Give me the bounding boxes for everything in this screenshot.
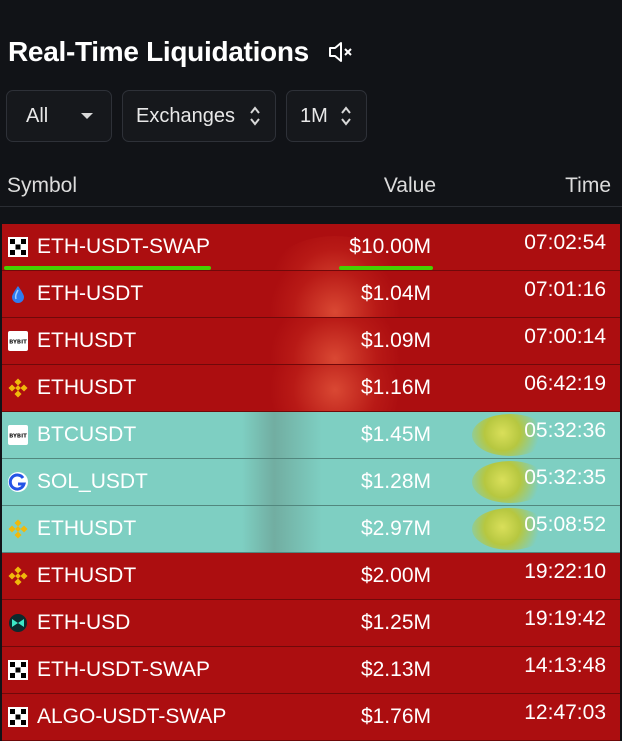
row-symbol: ETHUSDT bbox=[37, 329, 137, 352]
row-time: 14:13:48 bbox=[524, 654, 606, 677]
table-row[interactable]: ETH-USD $1.25M 19:19:42 bbox=[2, 600, 620, 647]
row-time: 07:02:54 bbox=[524, 231, 606, 254]
row-symbol: ETH-USDT-SWAP bbox=[37, 658, 211, 681]
row-value: $1.76M bbox=[360, 705, 431, 728]
row-time: 07:00:14 bbox=[524, 325, 606, 348]
row-symbol: ETHUSDT bbox=[37, 564, 137, 587]
row-value: $1.09M bbox=[360, 329, 431, 352]
table-header: Symbol Value Time bbox=[0, 170, 622, 207]
table-row[interactable]: ETH-USDT $1.04M 07:01:16 bbox=[2, 271, 620, 318]
table-row[interactable]: ETHUSDT $2.97M 05:08:52 bbox=[2, 506, 620, 553]
row-time: 07:01:16 bbox=[524, 278, 606, 301]
table-row[interactable]: ETHUSDT $1.16M 06:42:19 bbox=[2, 365, 620, 412]
row-symbol: ETH-USD bbox=[37, 611, 131, 634]
row-value: $1.04M bbox=[360, 282, 431, 305]
liquidations-list: ETH-USDT-SWAP $10.00M 07:02:54 ETH-USDT $1.0… bbox=[2, 224, 620, 741]
bitmex-icon bbox=[8, 613, 28, 633]
row-time: 05:32:36 bbox=[524, 419, 606, 442]
row-time: 19:19:42 bbox=[524, 607, 606, 630]
side-filter-value: All bbox=[26, 104, 49, 127]
row-value: $1.28M bbox=[360, 470, 431, 493]
row-symbol: ETH-USDT-SWAP bbox=[37, 235, 211, 258]
table-row[interactable]: ALGO-USDT-SWAP $1.76M 12:47:03 bbox=[2, 694, 620, 741]
exchanges-filter-dropdown[interactable]: Exchanges bbox=[122, 90, 276, 142]
column-header-time: Time bbox=[565, 174, 611, 197]
background-art bbox=[242, 459, 322, 505]
sort-arrows-icon bbox=[341, 106, 351, 126]
row-value: $10.00M bbox=[349, 235, 431, 258]
row-symbol: ETH-USDT bbox=[37, 282, 144, 305]
binance-icon bbox=[8, 519, 28, 539]
row-value: $1.45M bbox=[360, 423, 431, 446]
row-value: $2.13M bbox=[360, 658, 431, 681]
sort-arrows-icon bbox=[250, 106, 260, 126]
row-symbol: ETHUSDT bbox=[37, 517, 137, 540]
row-time: 12:47:03 bbox=[524, 701, 606, 724]
row-value: $1.25M bbox=[360, 611, 431, 634]
timeframe-filter-dropdown[interactable]: 1M bbox=[286, 90, 367, 142]
symbol-highlight-underline bbox=[4, 266, 211, 270]
mute-icon[interactable] bbox=[327, 40, 355, 64]
svg-text:BYBIT: BYBIT bbox=[9, 340, 27, 346]
table-row[interactable]: SOL_USDT $1.28M 05:32:35 bbox=[2, 459, 620, 506]
row-symbol: ETHUSDT bbox=[37, 376, 137, 399]
page-title: Real-Time Liquidations bbox=[8, 36, 309, 67]
binance-icon bbox=[8, 378, 28, 398]
drop-icon bbox=[8, 284, 28, 304]
chevron-down-icon bbox=[81, 113, 93, 119]
row-time: 05:32:35 bbox=[524, 466, 606, 489]
row-symbol: ALGO-USDT-SWAP bbox=[37, 705, 227, 728]
row-value: $1.16M bbox=[360, 376, 431, 399]
row-time: 05:08:52 bbox=[524, 513, 606, 536]
table-row[interactable]: ETH-USDT-SWAP $2.13M 14:13:48 bbox=[2, 647, 620, 694]
okx-icon bbox=[8, 237, 28, 257]
timeframe-filter-value: 1M bbox=[300, 104, 328, 127]
background-art bbox=[242, 506, 322, 552]
filter-bar: All Exchanges 1M bbox=[6, 90, 367, 142]
binance-icon bbox=[8, 566, 28, 586]
table-row[interactable]: ETHUSDT $2.00M 19:22:10 bbox=[2, 553, 620, 600]
value-highlight-underline bbox=[339, 266, 433, 270]
table-row[interactable]: ETH-USDT-SWAP $10.00M 07:02:54 bbox=[2, 224, 620, 271]
row-symbol: BTCUSDT bbox=[37, 423, 137, 446]
header-bar: Real-Time Liquidations bbox=[8, 36, 355, 68]
row-value: $2.97M bbox=[360, 517, 431, 540]
row-value: $2.00M bbox=[360, 564, 431, 587]
column-header-value: Value bbox=[383, 174, 436, 197]
okx-icon bbox=[8, 660, 28, 680]
row-time: 19:22:10 bbox=[524, 560, 606, 583]
bybit-icon: BYBIT bbox=[8, 425, 28, 445]
row-time: 06:42:19 bbox=[524, 372, 606, 395]
table-row[interactable]: BYBIT ETHUSDT $1.09M 07:00:14 bbox=[2, 318, 620, 365]
okx-icon bbox=[8, 707, 28, 727]
gate-icon bbox=[8, 472, 28, 492]
row-symbol: SOL_USDT bbox=[37, 470, 148, 493]
column-header-symbol: Symbol bbox=[7, 174, 78, 197]
table-row[interactable]: BYBIT BTCUSDT $1.45M 05:32:36 bbox=[2, 412, 620, 459]
side-filter-dropdown[interactable]: All bbox=[6, 90, 112, 142]
svg-text:BYBIT: BYBIT bbox=[9, 434, 27, 440]
exchanges-filter-value: Exchanges bbox=[136, 104, 235, 127]
background-art bbox=[242, 412, 322, 458]
bybit-icon: BYBIT bbox=[8, 331, 28, 351]
